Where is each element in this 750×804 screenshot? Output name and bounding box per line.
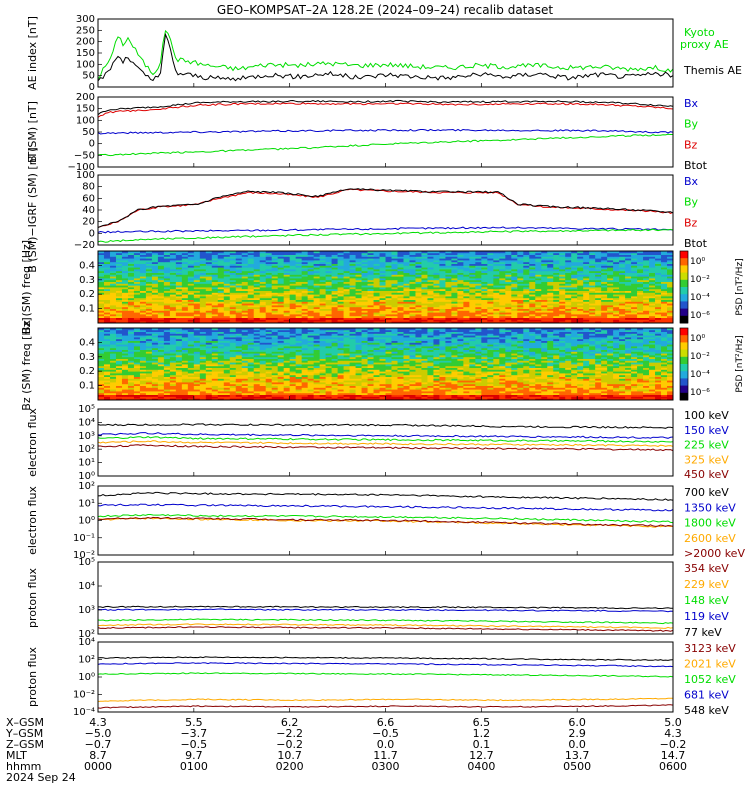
colorbar-tick-label: 10⁻² [690, 275, 710, 285]
series-line-bsm-0 [98, 129, 673, 134]
y-tick-label: 150 [76, 104, 95, 115]
y-tick-label: 0.2 [79, 289, 95, 300]
colorbar-segment [680, 280, 688, 288]
series-line-bsm-1 [98, 134, 673, 155]
spectrogram-bzspec [98, 328, 673, 400]
colorbar-segment [680, 258, 688, 266]
panel-frame [98, 175, 673, 245]
series-line-bsm-2 [98, 103, 673, 118]
y-tick-label: 250 [76, 25, 95, 36]
series-line-bsm-3 [98, 100, 673, 114]
y-tick-label: 20 [82, 217, 95, 228]
legend-bsm: Bx By Bz Btot [684, 97, 708, 172]
legend-entry: By [684, 118, 699, 131]
spectrogram-bxspec [98, 251, 673, 323]
legend-entry: Bx [684, 97, 699, 110]
panel-bxspec: 10⁰ 10⁻² 10⁻⁴ 10⁻⁶ PSD [nT²/Hz] 0.1 0.2 0.3 0.4 B… [20, 240, 745, 334]
y-tick-label: 60 [82, 193, 95, 204]
colorbar-bxspec: 10⁰ 10⁻² 10⁻⁴ 10⁻⁶ PSD [nT²/Hz] [680, 251, 745, 324]
y-tick-label: 50 [82, 71, 95, 82]
colorbar-segment [680, 273, 688, 281]
colorbar-segment [680, 287, 688, 295]
colorbar-label: PSD [nT²/Hz] [735, 258, 745, 315]
legend-entry: Btot [684, 159, 708, 172]
y-tick-label: −20 [74, 240, 95, 251]
series-line-ae-0 [98, 31, 673, 79]
y-tick-label: 300 [76, 14, 95, 25]
colorbar-segment [680, 301, 688, 309]
y-tick-label: 0.4 [79, 260, 95, 271]
y-tick-label: 0 [89, 139, 95, 150]
legend-entry: Bz [684, 138, 698, 151]
legend-bsmigrf: Bx By Bz Btot [684, 175, 708, 250]
series-line-ae-1 [98, 35, 673, 81]
legend-entry: Bx [684, 175, 699, 188]
y-tick-label: 200 [76, 92, 95, 103]
y-tick-label: −50 [74, 150, 95, 161]
legend-entry: Btot [684, 237, 708, 250]
y-tick-label: 50 [82, 127, 95, 138]
y-tick-label: 100 [76, 170, 95, 181]
y-tick-label: 0.3 [79, 275, 95, 286]
y-tick-label: 0 [89, 228, 95, 239]
y-tick-label: 100 [76, 59, 95, 70]
series-line-bsmigrf-3 [98, 189, 673, 228]
colorbar-segment [680, 294, 688, 302]
legend-entry: By [684, 196, 699, 209]
y-tick-label: 150 [76, 48, 95, 59]
colorbar-segment [680, 316, 688, 324]
colorbar-segment [680, 251, 688, 259]
y-tick-label: 0.1 [79, 304, 95, 315]
series-line-bsmigrf-0 [98, 227, 673, 233]
legend-entry: proxy AE [680, 38, 729, 51]
colorbar-segment [680, 265, 688, 273]
legend-entry: Themis AE [683, 64, 742, 77]
y-tick-label: 200 [76, 37, 95, 48]
y-axis-label: AE index [nT] [26, 16, 39, 90]
y-tick-label: 100 [76, 115, 95, 126]
colorbar-tick-label: 10⁻⁴ [690, 293, 710, 303]
legend-entry: Bz [684, 216, 698, 229]
colorbar-tick-label: 10⁻⁶ [690, 311, 710, 321]
figure-title: GEO–KOMPSAT–2A 128.2E (2024–09–24) recal… [217, 3, 553, 17]
y-tick-label: 40 [82, 205, 95, 216]
colorbar-tick-label: 10⁰ [690, 257, 705, 267]
y-tick-label: 80 [82, 182, 95, 193]
colorbar-segment [680, 309, 688, 317]
